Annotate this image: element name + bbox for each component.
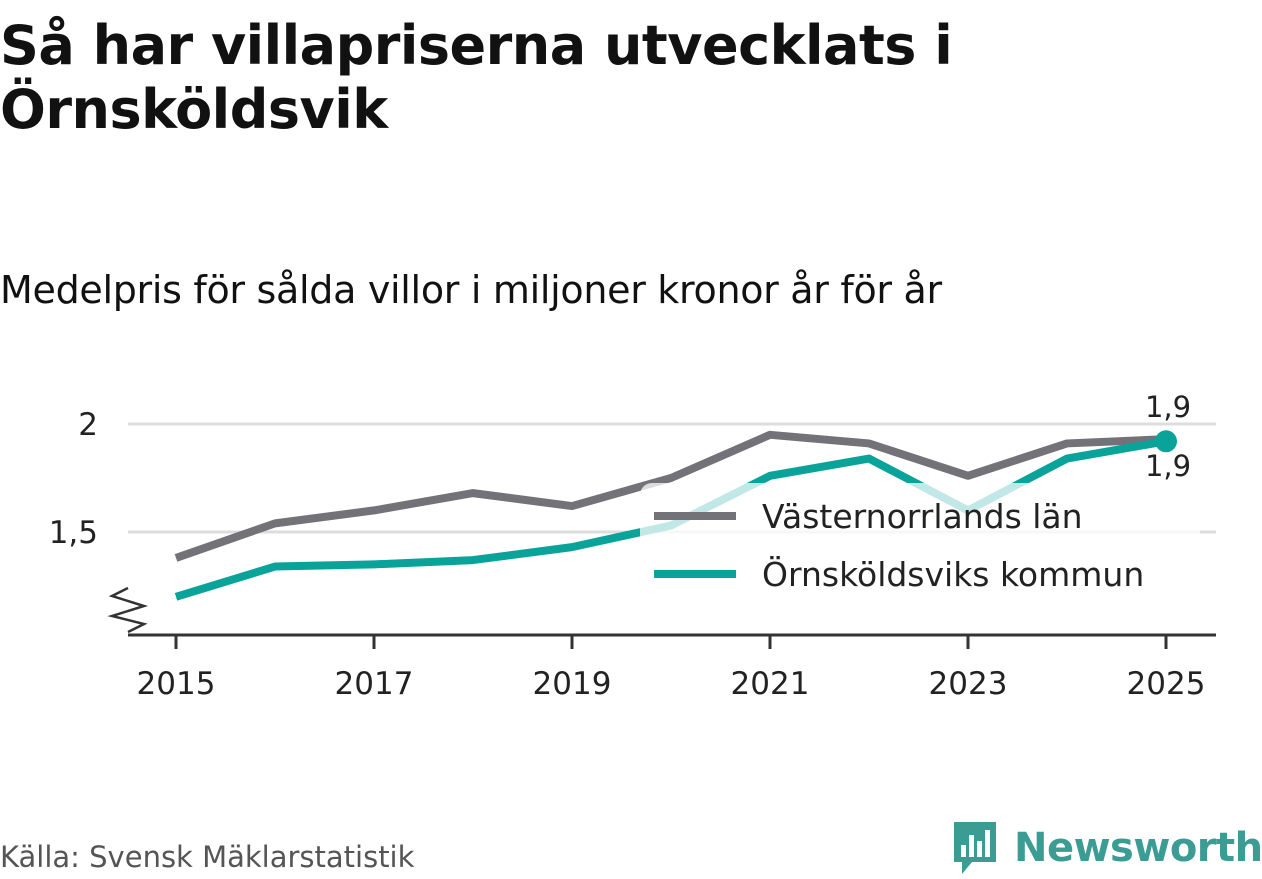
newsworthy-logo[interactable]: Newsworthy (950, 818, 1262, 878)
brand-name: Newsworthy (1014, 825, 1262, 871)
x-tick-label: 2021 (731, 666, 810, 702)
x-tick-label: 2025 (1127, 666, 1206, 702)
y-tick-label: 1,5 (49, 515, 98, 551)
x-axis: 2015 2017 2019 2021 2023 2025 (107, 586, 1216, 702)
x-tick-label: 2017 (335, 666, 414, 702)
legend-label: Västernorrlands län (762, 497, 1083, 536)
y-tick-label: 2 (78, 407, 98, 443)
y-axis-tick-labels: 1,52 (49, 407, 98, 551)
x-tick-label: 2023 (929, 666, 1008, 702)
series-line-county (174, 430, 1167, 562)
end-point-municipality (1155, 430, 1177, 453)
legend-label: Örnsköldsviks kommun (762, 554, 1144, 594)
end-label-county: 1,9 (1145, 390, 1191, 424)
end-points (1155, 430, 1177, 453)
x-tick-label: 2015 (137, 666, 216, 702)
newsworthy-logo-icon (954, 822, 996, 874)
chart-title: Så har villapriserna utvecklats i Örnskö… (0, 14, 953, 141)
end-label-municipality: 1,9 (1145, 449, 1191, 483)
legend: Västernorrlands län Örnsköldsviks kommun (640, 483, 1200, 603)
source-note: Källa: Svensk Mäklarstatistik (0, 840, 415, 874)
end-labels: 1,9 1,9 (1145, 390, 1191, 483)
axis-break-icon (107, 586, 149, 634)
chart-subtitle: Medelpris för sålda villor i miljoner kr… (0, 268, 942, 312)
legend-background (640, 483, 1200, 603)
x-tick-label: 2019 (533, 666, 612, 702)
